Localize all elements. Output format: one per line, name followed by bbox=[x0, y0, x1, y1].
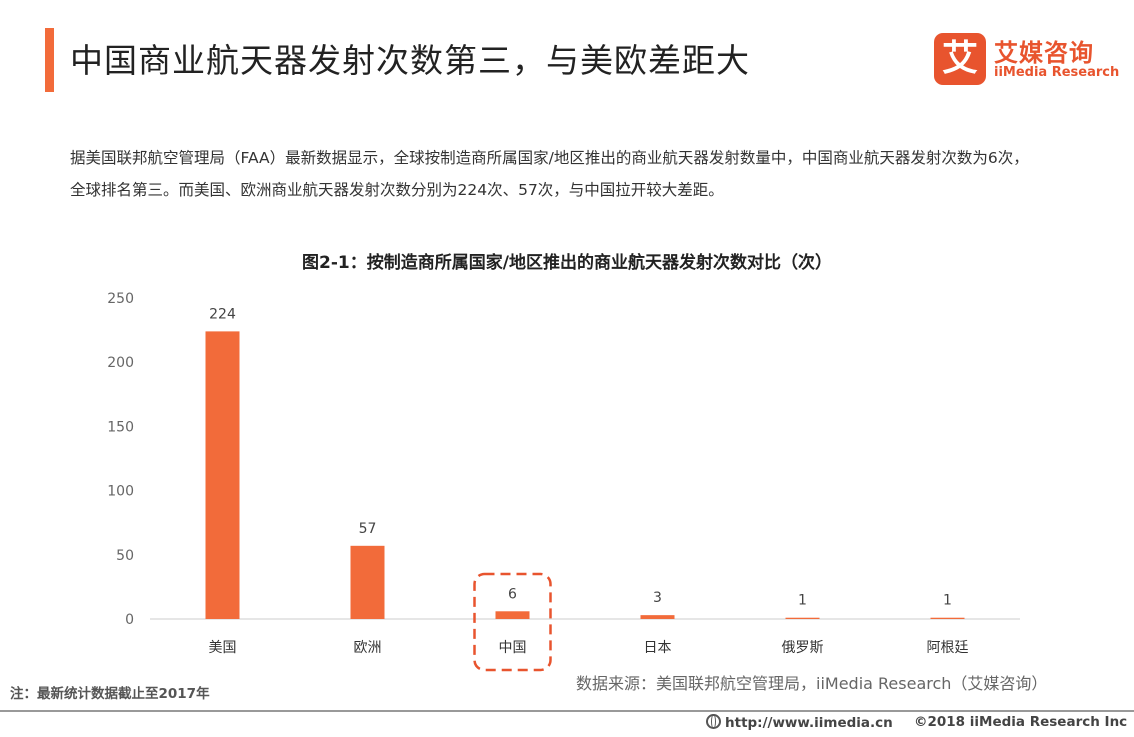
chart-title: 图2-1：按制造商所属国家/地区推出的商业航天器发射次数对比（次） bbox=[302, 253, 832, 273]
intro-paragraph: 据美国联邦航空管理局（FAA）最新数据显示，全球按制造商所属国家/地区推出的商业… bbox=[70, 149, 1029, 199]
y-tick-label: 200 bbox=[107, 355, 134, 371]
bar bbox=[205, 331, 240, 619]
footer-divider bbox=[0, 710, 1134, 712]
logo-name-en: iiMedia Research bbox=[994, 65, 1120, 80]
logo-name-cn: 艾媒咨询 bbox=[994, 39, 1094, 67]
x-tick-label: 俄罗斯 bbox=[782, 640, 824, 656]
bar bbox=[930, 617, 965, 619]
footer-copyright: ©2018 iiMedia Research Inc bbox=[914, 714, 1128, 730]
footer-url[interactable]: http://www.iimedia.cn bbox=[706, 714, 893, 731]
x-tick-label: 美国 bbox=[209, 640, 237, 656]
bar bbox=[785, 617, 820, 619]
bar bbox=[350, 545, 385, 619]
x-tick-label: 阿根廷 bbox=[927, 640, 969, 656]
y-tick-label: 50 bbox=[116, 548, 134, 564]
highlight-box bbox=[473, 572, 552, 672]
x-tick-label: 日本 bbox=[644, 640, 672, 656]
y-tick-label: 0 bbox=[125, 612, 134, 628]
bar-data-label: 1 bbox=[943, 593, 952, 609]
y-tick-label: 250 bbox=[107, 291, 134, 307]
globe-icon bbox=[706, 714, 721, 729]
iimedia-logo: 艾 艾媒咨询 iiMedia Research bbox=[934, 33, 1119, 85]
logo-mark: 艾 bbox=[934, 33, 986, 85]
title-accent-bar bbox=[45, 28, 54, 92]
bar bbox=[640, 615, 675, 619]
x-tick-label: 欧洲 bbox=[354, 640, 382, 656]
data-source: 数据来源：美国联邦航空管理局，iiMedia Research（艾媒咨询） bbox=[576, 674, 1048, 693]
x-tick-label: 中国 bbox=[499, 640, 527, 656]
bar bbox=[495, 611, 530, 619]
bar-data-label: 1 bbox=[798, 593, 807, 609]
bar-chart: 0 50 100 150 200 250 224 美国 57 欧洲 6 中国 3 日本 1 俄罗斯 1 阿根廷 bbox=[107, 291, 1020, 672]
footnote: 注：最新统计数据截止至2017年 bbox=[10, 686, 210, 702]
bar-data-label: 3 bbox=[653, 590, 662, 606]
y-tick-label: 100 bbox=[107, 484, 134, 500]
footer-url-text: http://www.iimedia.cn bbox=[725, 715, 893, 731]
bar-data-label: 57 bbox=[359, 521, 377, 537]
bar-data-label: 224 bbox=[209, 306, 236, 322]
y-tick-label: 150 bbox=[107, 419, 134, 435]
bar-data-label: 6 bbox=[508, 586, 517, 602]
page-title: 中国商业航天器发射次数第三，与美欧差距大 bbox=[70, 41, 750, 80]
